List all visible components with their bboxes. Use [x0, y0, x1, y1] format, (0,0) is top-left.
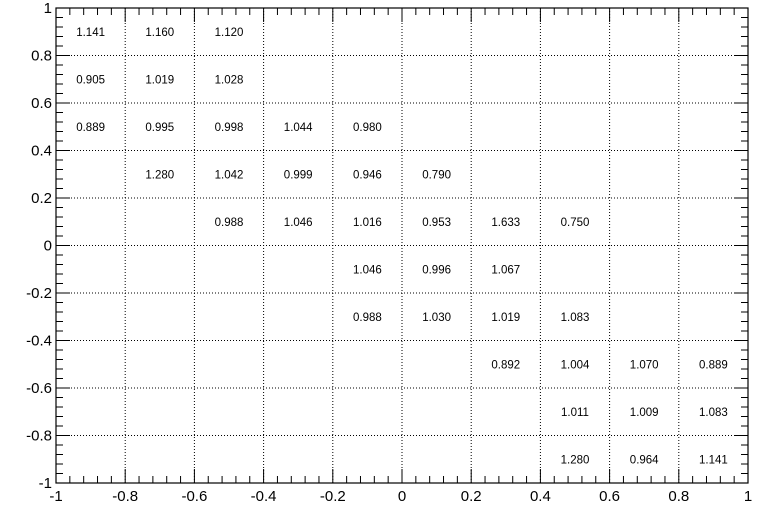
x-tick-label: -1: [49, 488, 62, 505]
cell-value-label: 1.046: [284, 217, 313, 229]
cell-value-label: 1.280: [145, 169, 174, 181]
cell-value-label: 1.044: [284, 122, 313, 134]
plot-frame: [55, 7, 749, 484]
cell-value-label: 0.988: [353, 312, 382, 324]
cell-value-label: 1.070: [630, 359, 659, 371]
cell-value-label: 1.046: [353, 264, 382, 276]
x-tick-label: -0.8: [112, 488, 138, 505]
y-tick-label: 0.8: [31, 48, 52, 65]
cell-value-label: 1.016: [353, 217, 382, 229]
x-tick-label: 0.6: [599, 488, 620, 505]
axis-ticks: [55, 7, 749, 484]
cell-value-label: 0.889: [76, 122, 105, 134]
y-tick-label: 0.2: [31, 190, 52, 207]
cell-value-label: 1.120: [215, 27, 244, 39]
cell-value-label: 0.946: [353, 169, 382, 181]
x-tick-label: 1: [744, 488, 752, 505]
cell-value-label: 0.889: [699, 359, 728, 371]
x-tick-label: 0.2: [461, 488, 482, 505]
x-axis-tick-labels: -1 -0.8 -0.6 -0.4 -0.2 0 0.2 0.4 0.6 0.8 1: [49, 488, 752, 505]
cell-value-label: 0.988: [215, 217, 244, 229]
x-tick-label: 0.4: [530, 488, 551, 505]
cell-value-label: 0.980: [353, 122, 382, 134]
y-tick-label: 0: [44, 238, 52, 255]
y-tick-label: -0.2: [26, 285, 52, 302]
cell-value-label: 1.633: [491, 217, 520, 229]
cell-value-label: 1.009: [630, 407, 659, 419]
cell-value-labels: 1.141 1.160 1.120 0.905 1.019 1.028 0.889 0.995…: [76, 27, 728, 467]
y-tick-label: -0.4: [26, 333, 52, 350]
cell-value-label: 0.998: [215, 122, 244, 134]
cell-value-label: 1.042: [215, 169, 244, 181]
cell-value-label: 0.892: [491, 359, 520, 371]
cell-value-label: 0.905: [76, 74, 105, 86]
cell-value-label: 1.019: [145, 74, 174, 86]
cell-value-label: 1.141: [699, 454, 728, 466]
cell-value-label: 1.141: [76, 27, 105, 39]
cell-value-label: 1.019: [491, 312, 520, 324]
x-tick-label: -0.2: [320, 488, 346, 505]
cell-value-label: 0.996: [422, 264, 451, 276]
y-tick-label: -0.6: [26, 380, 52, 397]
cell-value-label: 1.067: [491, 264, 520, 276]
cell-value-label: 0.790: [422, 169, 451, 181]
cell-value-label: 1.083: [561, 312, 590, 324]
cell-value-label: 1.028: [215, 74, 244, 86]
y-axis-tick-labels: 1 0.8 0.6 0.4 0.2 0 -0.2 -0.4 -0.6 -0.8 -1: [26, 0, 52, 492]
y-tick-label: 1: [44, 0, 52, 17]
cell-value-label: 0.995: [145, 122, 174, 134]
cell-value-label: 0.964: [630, 454, 659, 466]
y-tick-label: 0.6: [31, 95, 52, 112]
cell-value-label: 1.004: [561, 359, 590, 371]
y-tick-label: -1: [39, 475, 52, 492]
x-tick-label: -0.4: [251, 488, 277, 505]
y-tick-label: 0.4: [31, 143, 52, 160]
cell-value-label: 1.160: [145, 27, 174, 39]
x-tick-label: 0: [398, 488, 406, 505]
x-tick-label: -0.6: [181, 488, 207, 505]
grid-lines: [56, 8, 748, 483]
cell-value-label: 1.030: [422, 312, 451, 324]
cell-value-label: 1.083: [699, 407, 728, 419]
cell-value-label: 1.280: [561, 454, 590, 466]
cell-value-label: 1.011: [561, 407, 589, 419]
y-tick-label: -0.8: [26, 428, 52, 445]
x-tick-label: 0.8: [668, 488, 689, 505]
cell-value-label: 0.999: [284, 169, 313, 181]
cell-value-label: 0.953: [422, 217, 451, 229]
cell-value-label: 0.750: [561, 217, 590, 229]
